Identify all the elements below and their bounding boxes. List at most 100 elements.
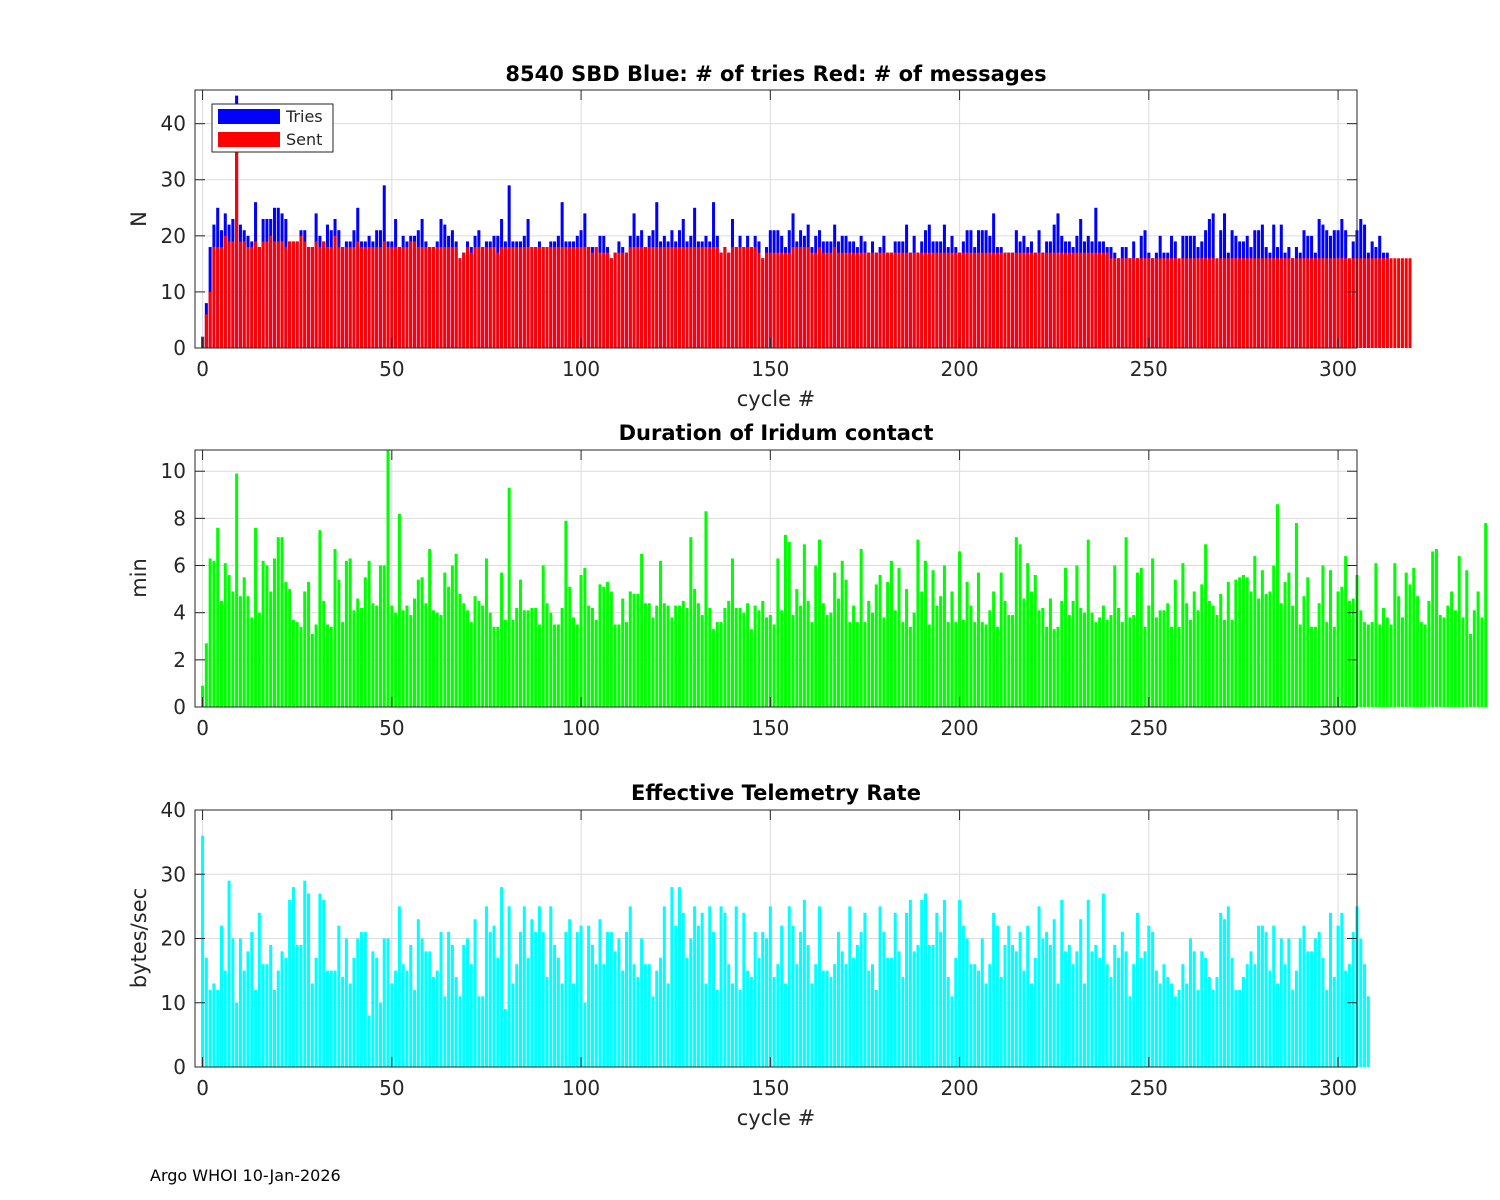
sbd-bar-sent xyxy=(1188,258,1192,348)
duration-bar-duration xyxy=(1132,615,1136,707)
rate-bar-rate xyxy=(939,932,943,1067)
rate-bar-rate xyxy=(700,912,704,1067)
rate-bar-rate xyxy=(378,1002,382,1067)
rate-bar-rate xyxy=(1105,964,1109,1067)
rate-bar-rate xyxy=(730,983,734,1067)
sbd-bar-sent xyxy=(1340,258,1344,348)
sbd-bar-sent xyxy=(1033,252,1037,348)
duration-bar-duration xyxy=(980,622,984,707)
sbd-bar-sent xyxy=(988,252,992,348)
duration-bar-duration xyxy=(942,565,946,707)
duration-bar-duration xyxy=(1363,622,1367,707)
duration-bar-duration xyxy=(492,626,496,707)
rate-y-tick-label: 10 xyxy=(161,991,186,1015)
sbd-bar-sent xyxy=(961,252,965,348)
duration-bar-duration xyxy=(553,624,557,707)
sbd-bar-sent xyxy=(677,247,681,348)
duration-bar-duration xyxy=(1469,633,1473,707)
rate-bar-rate xyxy=(356,938,360,1067)
duration-bar-duration xyxy=(1052,629,1056,707)
duration-bar-duration xyxy=(965,582,969,707)
sbd-bar-sent xyxy=(727,252,731,348)
sbd-bar-sent xyxy=(424,247,428,348)
rate-bar-rate xyxy=(905,912,909,1067)
rate-chart-title: Effective Telemetry Rate xyxy=(631,781,921,805)
rate-bar-rate xyxy=(1064,951,1068,1067)
duration-bar-duration xyxy=(1135,572,1139,707)
sbd-x-tick-label: 250 xyxy=(1130,357,1168,381)
rate-bar-rate xyxy=(496,957,500,1067)
rate-bar-rate xyxy=(1306,951,1310,1067)
sbd-bar-sent xyxy=(1378,258,1382,348)
sbd-bar-sent xyxy=(314,241,318,348)
rate-bar-rate xyxy=(424,951,428,1067)
duration-bar-duration xyxy=(371,603,375,707)
duration-bar-duration xyxy=(1332,626,1336,707)
duration-bar-duration xyxy=(1370,622,1374,707)
rate-bar-rate xyxy=(901,977,905,1067)
duration-bar-duration xyxy=(708,607,712,707)
rate-bar-rate xyxy=(1170,983,1174,1067)
rate-bar-rate xyxy=(1079,919,1083,1067)
sbd-bar-sent xyxy=(1113,258,1117,348)
sbd-bar-sent xyxy=(742,247,746,348)
rate-bar-rate xyxy=(844,964,848,1067)
sbd-bar-sent xyxy=(757,252,761,348)
sbd-bar-sent xyxy=(1328,258,1333,348)
duration-bar-duration xyxy=(386,450,390,707)
duration-bar-duration xyxy=(1245,577,1249,707)
rate-bar-rate xyxy=(1162,964,1166,1067)
duration-bar-duration xyxy=(284,582,288,707)
sbd-bar-sent xyxy=(276,241,280,348)
duration-bar-duration xyxy=(1336,591,1340,707)
rate-bar-rate xyxy=(549,906,553,1067)
sbd-bar-sent xyxy=(700,247,704,348)
duration-bar-duration xyxy=(1219,593,1223,707)
duration-bar-duration xyxy=(477,600,481,707)
sbd-bar-sent xyxy=(821,252,825,348)
sbd-y-axis-label: N xyxy=(127,211,151,227)
rate-bar-rate xyxy=(382,938,386,1067)
sbd-bar-sent xyxy=(893,252,897,348)
rate-bar-rate xyxy=(995,925,999,1067)
sbd-bar-sent xyxy=(624,252,629,348)
duration-bar-duration xyxy=(212,560,216,707)
duration-bar-duration xyxy=(712,629,716,707)
duration-bar-duration xyxy=(1026,563,1030,707)
rate-bar-rate xyxy=(1363,964,1367,1067)
sbd-bar-sent xyxy=(1260,258,1264,348)
rate-bar-rate xyxy=(537,906,541,1067)
duration-bar-duration xyxy=(344,560,348,707)
sbd-bar-sent xyxy=(522,247,526,348)
sbd-bar-sent xyxy=(1060,252,1064,348)
duration-bar-duration xyxy=(1423,624,1427,707)
sbd-bar-sent xyxy=(1264,258,1268,348)
sbd-bar-sent xyxy=(765,252,769,348)
rate-bar-rate xyxy=(518,932,523,1067)
sbd-bar-sent xyxy=(833,247,837,348)
duration-bar-duration xyxy=(231,591,235,707)
sbd-x-tick-label: 50 xyxy=(379,357,404,381)
duration-bar-duration xyxy=(693,589,697,707)
rate-bar-rate xyxy=(840,951,844,1067)
duration-bar-duration xyxy=(666,605,670,707)
duration-bar-duration xyxy=(674,605,678,707)
duration-y-axis-label: min xyxy=(127,558,151,598)
rate-bar-rate xyxy=(348,983,352,1067)
rate-bar-rate xyxy=(958,899,962,1067)
sbd-bar-sent xyxy=(768,252,772,348)
duration-y-tick-label: 8 xyxy=(173,506,186,530)
sbd-bar-sent xyxy=(969,252,973,348)
sbd-bar-sent xyxy=(344,247,348,348)
duration-bar-duration xyxy=(375,605,379,707)
sbd-ticks: 0 50 100 150 200 250 300 0 10 20 30 40 xyxy=(161,90,1357,381)
duration-bar-duration xyxy=(1453,610,1457,707)
duration-bar-duration xyxy=(435,612,439,707)
rate-bar-rate xyxy=(651,996,655,1067)
sbd-bar-sent xyxy=(780,252,784,348)
sbd-bar-sent xyxy=(1393,258,1397,348)
duration-bar-duration xyxy=(780,610,784,707)
duration-x-tick-label: 250 xyxy=(1130,716,1168,740)
duration-bar-duration xyxy=(1166,603,1170,707)
sbd-bar-sent xyxy=(810,252,814,348)
